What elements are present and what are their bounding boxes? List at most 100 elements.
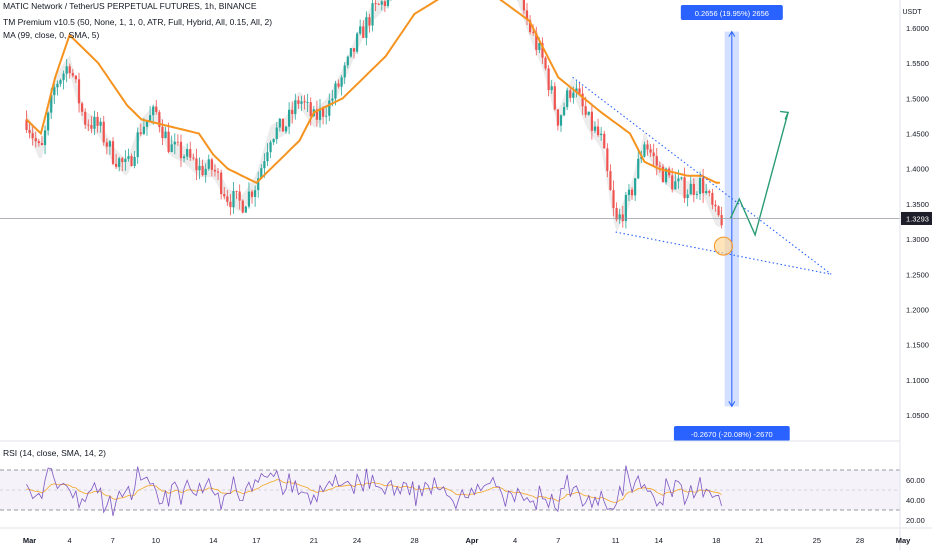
price-tick-label: 1.4000 xyxy=(906,165,929,174)
candle-body xyxy=(25,119,28,131)
candle-body xyxy=(68,66,71,74)
candle-body xyxy=(380,1,383,5)
candle-body xyxy=(189,149,192,158)
candle-body xyxy=(346,56,349,66)
candle-body xyxy=(176,141,179,143)
candle-body xyxy=(315,109,319,120)
candle-body xyxy=(547,68,550,91)
candle-body xyxy=(204,168,207,176)
candle-body xyxy=(318,108,322,120)
price-tick-label: 1.4500 xyxy=(906,130,929,139)
candle-body xyxy=(303,101,306,103)
measure-down-label-bg xyxy=(673,426,790,441)
candle-body xyxy=(186,149,189,157)
candle-body xyxy=(528,20,532,33)
measure-down-arrowhead xyxy=(728,401,736,408)
candle-body xyxy=(278,118,281,128)
candle-body xyxy=(702,178,705,194)
candle-body xyxy=(711,192,714,205)
candle-body xyxy=(266,152,269,162)
time-tick-label: 18 xyxy=(712,536,720,545)
candle-body xyxy=(136,132,139,158)
candle-body xyxy=(43,130,47,145)
candle-body xyxy=(164,131,167,139)
candle-body xyxy=(606,148,609,172)
candle-body xyxy=(596,126,600,136)
measure-up-label: 0.2656 (19.95%) 2656 xyxy=(695,9,769,18)
candle-body xyxy=(538,43,541,50)
candle-body xyxy=(621,214,624,222)
highlight-marker xyxy=(713,236,733,256)
candle-body xyxy=(717,206,720,216)
rsi-legend[interactable]: RSI (14, close, SMA, 14, 2) xyxy=(3,448,106,458)
currency-label: USDT xyxy=(902,9,922,16)
candle-body xyxy=(643,144,646,157)
indicator-legend[interactable]: TM Premium v10.5 (50, None, 1, 1, 0, ATR… xyxy=(3,17,273,27)
candle-body xyxy=(532,32,535,33)
candle-body xyxy=(247,191,251,207)
candle-body xyxy=(161,126,164,139)
price-tick-label: 1.0500 xyxy=(906,411,929,420)
candle-body xyxy=(198,165,201,171)
candle-body xyxy=(229,201,232,208)
symbol-legend[interactable]: MATIC Network / TetherUS PERPETUAL FUTUR… xyxy=(3,1,257,11)
candle-body xyxy=(321,108,325,117)
candle-body xyxy=(349,48,353,57)
time-tick-label: 14 xyxy=(655,536,663,545)
time-tick-label: 28 xyxy=(856,536,864,545)
candle-body xyxy=(686,194,689,199)
candle-body xyxy=(284,126,288,132)
trend-ribbon-band xyxy=(26,0,722,232)
candle-body xyxy=(124,158,127,163)
ma-legend[interactable]: MA (99, close, 0, SMA, 5) xyxy=(3,30,100,40)
candle-body xyxy=(566,90,569,108)
candle-body xyxy=(692,183,695,195)
candle-body xyxy=(612,190,615,208)
candle-body xyxy=(96,116,99,126)
candle-body xyxy=(232,190,235,208)
candle-body xyxy=(71,73,74,76)
time-tick-label: 14 xyxy=(209,536,217,545)
price-tick-label: 1.2500 xyxy=(906,270,929,279)
candle-body xyxy=(148,115,152,122)
candle-body xyxy=(275,127,278,140)
candle-body xyxy=(81,103,84,112)
candle-body xyxy=(535,32,538,50)
candle-body xyxy=(84,111,87,125)
candle-body xyxy=(207,159,210,169)
moving-average xyxy=(25,0,720,185)
candle-body xyxy=(331,98,334,101)
candle-body xyxy=(550,86,553,91)
candle-body xyxy=(170,144,173,152)
candle-body xyxy=(294,100,297,115)
candle-body xyxy=(677,178,680,182)
candle-body xyxy=(28,130,31,134)
candle-body xyxy=(578,88,581,94)
candle-body xyxy=(590,111,593,131)
candle-body xyxy=(47,112,50,131)
candle-body xyxy=(254,190,257,197)
candle-body xyxy=(572,92,575,98)
time-tick-label: May xyxy=(896,536,911,545)
rsi-line xyxy=(26,465,722,517)
candle-body xyxy=(328,100,331,116)
candle-body xyxy=(603,133,606,149)
candle-body xyxy=(111,141,115,164)
rsi-tick-label: 60.00 xyxy=(906,476,925,485)
candle-body xyxy=(139,132,142,134)
candle-body xyxy=(553,86,556,110)
candle-body xyxy=(90,125,93,129)
candle-body xyxy=(250,191,254,197)
candle-body xyxy=(627,189,631,195)
candle-body xyxy=(334,83,337,99)
candle-body xyxy=(637,158,640,179)
candle-body xyxy=(377,3,380,5)
lower-trendline xyxy=(615,231,832,275)
candle-body xyxy=(630,189,634,196)
candle-body xyxy=(664,168,668,183)
candle-body xyxy=(142,126,146,134)
time-tick-label: 21 xyxy=(755,536,763,545)
